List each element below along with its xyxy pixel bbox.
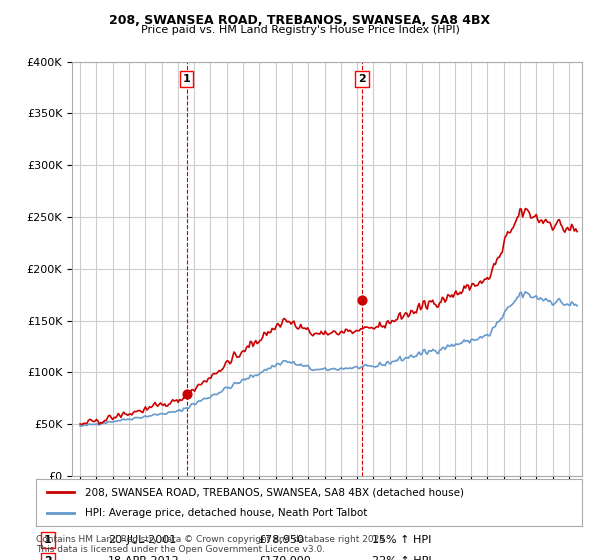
- Text: HPI: Average price, detached house, Neath Port Talbot: HPI: Average price, detached house, Neat…: [85, 508, 368, 518]
- Text: 208, SWANSEA ROAD, TREBANOS, SWANSEA, SA8 4BX (detached house): 208, SWANSEA ROAD, TREBANOS, SWANSEA, SA…: [85, 487, 464, 497]
- Text: 20-JUL-2001: 20-JUL-2001: [108, 535, 176, 545]
- Text: Price paid vs. HM Land Registry's House Price Index (HPI): Price paid vs. HM Land Registry's House …: [140, 25, 460, 35]
- Text: 1: 1: [44, 535, 52, 545]
- Text: 208, SWANSEA ROAD, TREBANOS, SWANSEA, SA8 4BX: 208, SWANSEA ROAD, TREBANOS, SWANSEA, SA…: [109, 14, 491, 27]
- Text: Contains HM Land Registry data © Crown copyright and database right 2024.
This d: Contains HM Land Registry data © Crown c…: [36, 535, 388, 554]
- Text: 18-APR-2012: 18-APR-2012: [108, 556, 180, 560]
- Text: 2: 2: [44, 556, 52, 560]
- Text: 2: 2: [358, 74, 366, 84]
- Text: £170,000: £170,000: [258, 556, 311, 560]
- Text: 15% ↑ HPI: 15% ↑ HPI: [372, 535, 431, 545]
- Point: [182, 390, 191, 399]
- Point: [357, 295, 367, 304]
- Text: £78,950: £78,950: [258, 535, 304, 545]
- Text: 1: 1: [183, 74, 191, 84]
- Text: 22% ↑ HPI: 22% ↑ HPI: [372, 556, 431, 560]
